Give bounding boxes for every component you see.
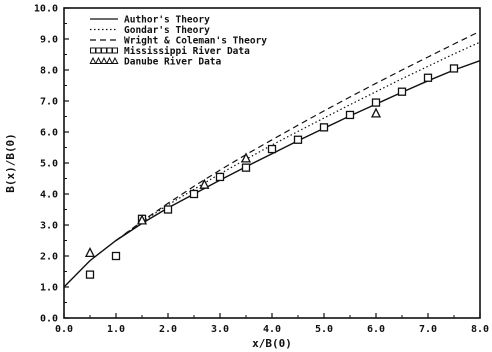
danube-river-data-point [199,178,210,189]
wright-coleman-s-theory-line [115,30,481,241]
mississippi-river-data-point [397,87,407,96]
danube-river-data-point [136,214,148,225]
danube-river-data-point [84,246,96,258]
legend-marker-mississippi-river-data [101,47,107,54]
y-tick-label: 2.0 [40,252,58,263]
x-tick-label: 8.0 [471,324,489,335]
mississippi-river-data-point [189,189,199,199]
x-tick-label: 6.0 [367,324,385,335]
x-tick-label: 1.0 [107,324,125,335]
legend-marker-danube-river-data [89,56,97,64]
x-tick-label: 7.0 [419,324,437,335]
legend-label-author-s-theory: Author's Theory [124,15,210,26]
legend-marker-mississippi-river-data [95,47,102,54]
y-tick-label: 8.0 [40,66,58,77]
legend-marker-mississippi-river-data [106,47,113,54]
mississippi-river-data-point [449,64,459,73]
author-s-theory-line [63,60,481,288]
legend-label-gondar-s-theory: Gondar's Theory [124,25,210,36]
mississippi-river-data-point [319,123,329,132]
gondar-s-theory-line [115,41,481,241]
y-tick-label: 6.0 [40,128,58,139]
y-axis-title: B(x)/B(0) [4,133,17,193]
legend-marker-danube-river-data [100,56,108,64]
mississippi-river-data-point [423,73,433,82]
legend-marker-mississippi-river-data [112,47,118,54]
mississippi-river-data-point [215,172,225,182]
ticks-layer: 0.0 1.0 2.0 3.0 4.0 5.0 6.0 7.0 8.0 0.0 1.0 2.0 3.0 4… [34,4,489,336]
x-tick-label: 5.0 [315,324,333,335]
mississippi-river-data-point [371,98,381,107]
mississippi-river-data-point [241,163,251,172]
mississippi-river-data-point [111,251,121,261]
mississippi-river-data-point [267,144,277,154]
mississippi-river-data-point [163,205,173,214]
legend-label-wright-coleman-s-theory: Wright & Coleman's Theory [124,36,267,47]
legend-marker-danube-river-data [111,56,119,64]
x-tick-label: 2.0 [159,324,177,335]
legend-label-danube-river-data: Danube River Data [124,57,222,68]
y-tick-label: 5.0 [40,159,58,170]
y-tick-label: 3.0 [40,221,58,232]
legend-marker-mississippi-river-data [90,47,96,54]
x-tick-label: 4.0 [263,324,281,335]
y-tick-label: 1.0 [40,283,58,294]
danube-river-data-point [240,152,252,163]
legend-marker-danube-river-data [105,56,114,64]
y-tick-label: 0.0 [40,314,58,325]
x-tick-label: 3.0 [211,324,229,335]
mississippi-river-data-point [345,110,355,120]
y-tick-label: 10.0 [34,4,58,15]
mississippi-river-data-point [85,270,95,279]
x-tick-label: 0.0 [55,324,73,335]
legend-marker-danube-river-data [94,56,103,64]
x-axis-title: x/B(0) [252,337,292,350]
legend-label-mississippi-river-data: Mississippi River Data [124,46,250,57]
mississippi-river-data-point [293,135,303,144]
y-tick-label: 9.0 [40,35,58,46]
y-tick-label: 7.0 [40,97,58,108]
y-tick-label: 4.0 [40,190,58,201]
danube-river-data-point [370,107,382,118]
series-layer [63,30,481,288]
